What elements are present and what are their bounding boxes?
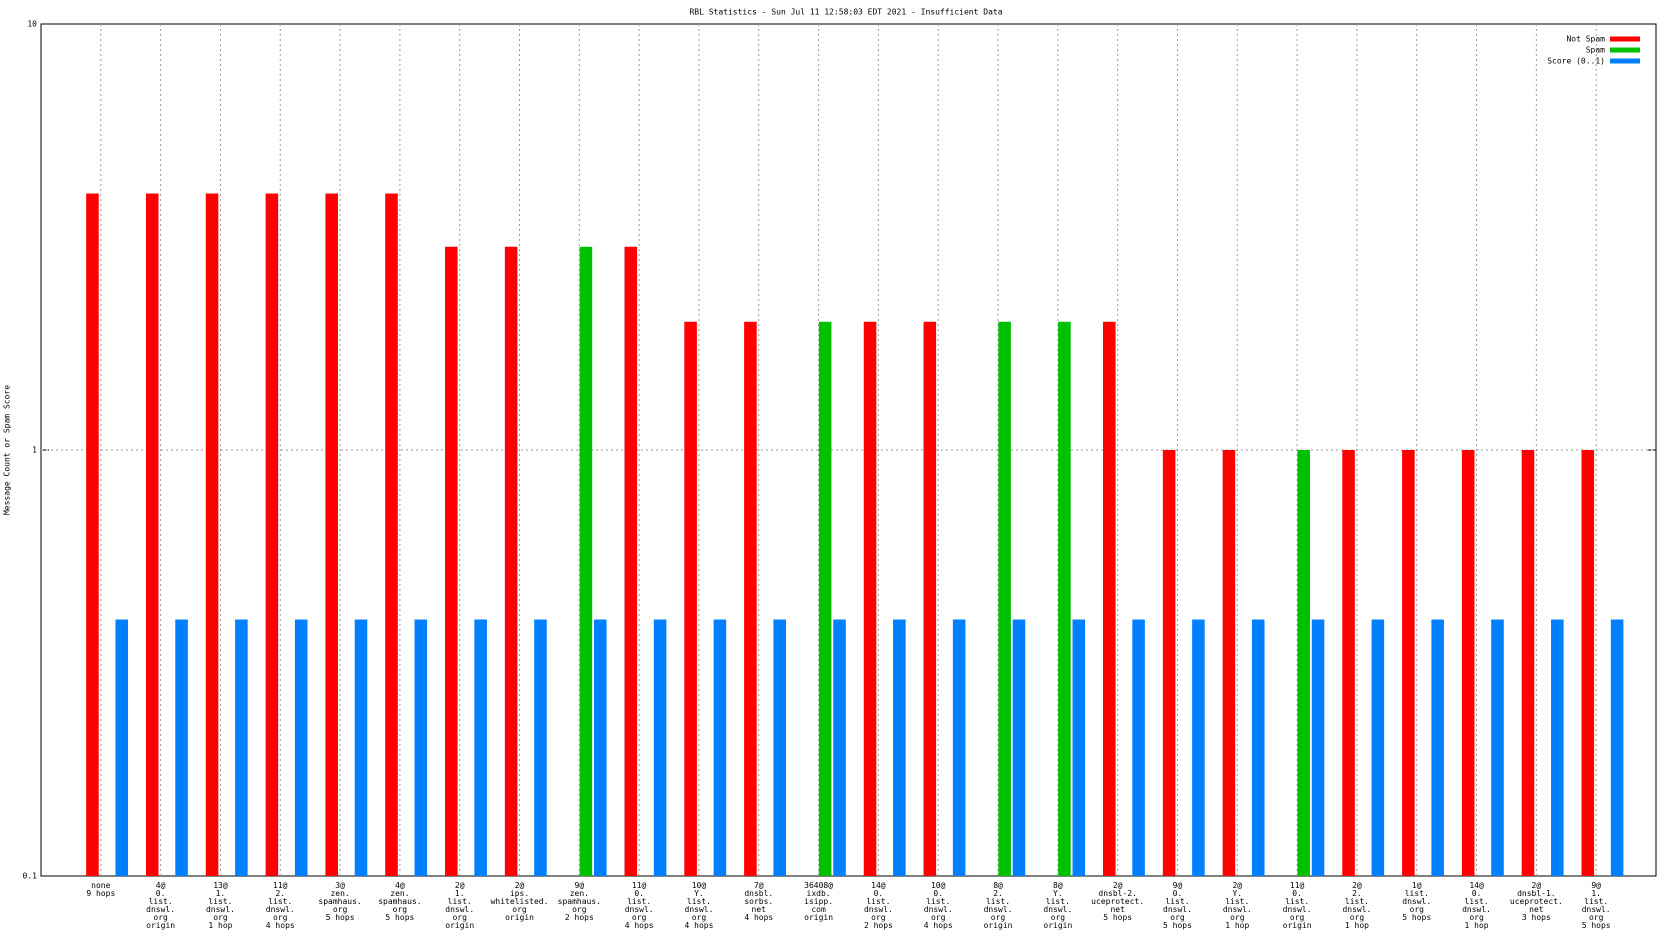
bar (1431, 619, 1444, 876)
x-tick-label: 11@ 2. list. dnswl. org 4 hops (266, 881, 295, 930)
bar (1342, 450, 1355, 876)
bar (205, 193, 219, 876)
legend-swatch (1610, 47, 1640, 53)
bar (998, 321, 1011, 876)
x-tick-label: 9@ zen. spamhaus. org 2 hops (558, 881, 601, 922)
bar (175, 619, 188, 876)
y-tick-label: 1 (32, 446, 37, 455)
x-tick-label: 2@ ips. whitelisted. org origin (491, 881, 549, 922)
bar (1222, 450, 1236, 876)
bar (265, 193, 279, 876)
bar (1297, 450, 1310, 876)
bar (713, 619, 727, 876)
bar (294, 619, 308, 876)
bar (474, 619, 487, 876)
legend-label: Not Spam (1566, 35, 1605, 44)
bar (593, 619, 607, 876)
bar (1551, 619, 1564, 876)
x-tick-label: 2@ Y. list. dnswl. org 1 hop (1223, 881, 1252, 930)
bar (534, 619, 547, 876)
bar (833, 619, 846, 876)
bar (818, 321, 832, 876)
legend-swatch (1610, 36, 1640, 42)
legend-label: Spam (1586, 46, 1605, 55)
bar (1371, 619, 1385, 876)
bar (1132, 619, 1145, 876)
x-tick-label: 10@ Y. list. dnswl. org 4 hops (685, 881, 714, 930)
bar (1311, 619, 1325, 876)
bar (1012, 619, 1026, 876)
bar (952, 619, 966, 876)
legend-label: Score (0..1) (1547, 57, 1605, 66)
bar (325, 193, 338, 876)
y-axis-label: Message Count or Spam Score (3, 385, 12, 515)
x-tick-label: 2@ dnsbl-2. uceprotect. net 5 hops (1091, 881, 1144, 922)
bar (1402, 450, 1415, 876)
bar (115, 619, 129, 876)
bar (1581, 450, 1595, 876)
x-tick-label: 14@ 0. list. dnswl. org 2 hops (864, 881, 893, 930)
legend-swatch (1610, 58, 1640, 64)
bar (1058, 321, 1071, 876)
x-tick-label: 8@ 2. list. dnswl. org origin (984, 881, 1013, 930)
x-tick-label: 1@ list. dnswl. org 5 hops (1402, 881, 1431, 922)
x-tick-label: 4@ zen. spamhaus. org 5 hops (378, 881, 421, 922)
x-tick-label: 2@ dnsbl-1. uceprotect. net 3 hops (1510, 881, 1563, 922)
bar (653, 619, 667, 876)
bar (354, 619, 368, 876)
x-tick-label: 11@ 0. list. dnswl. org origin (1283, 881, 1312, 930)
bar (1162, 450, 1176, 876)
bar (145, 193, 159, 876)
bar (684, 321, 697, 876)
bar (624, 246, 638, 876)
bar (414, 619, 428, 876)
x-tick-label: 2@ 1. list. dnswl. org origin (445, 881, 474, 930)
bar (923, 321, 937, 876)
x-tick-label: 10@ 0. list. dnswl. org 4 hops (924, 881, 953, 930)
bar (773, 619, 786, 876)
x-tick-label: 36408@ ixdb. isipp. com origin (804, 881, 833, 922)
x-tick-label: 2@ 2. list. dnswl. org 1 hop (1342, 881, 1371, 930)
x-tick-label: 9@ 0. list. dnswl. org 5 hops (1163, 881, 1192, 930)
bar (744, 321, 757, 876)
bar (86, 193, 99, 876)
x-tick-label: 11@ 0. list. dnswl. org 4 hops (625, 881, 654, 930)
bar (445, 246, 458, 876)
bar (504, 246, 518, 876)
bar (1192, 619, 1205, 876)
y-tick-label: 10 (27, 20, 37, 29)
bar (579, 246, 593, 876)
x-tick-label: none 9 hops (86, 881, 115, 898)
x-tick-label: 8@ Y. list. dnswl. org origin (1043, 881, 1072, 930)
x-tick-label: 4@ 0. list. dnswl. org origin (146, 881, 175, 930)
x-tick-label: 7@ dnsbl. sorbs. net 4 hops (744, 881, 773, 922)
bar (1461, 450, 1475, 876)
x-tick-label: 9@ 1. list. dnswl. org 5 hops (1582, 881, 1611, 930)
bar (1610, 619, 1624, 876)
x-tick-label: 14@ 0. list. dnswl. org 1 hop (1462, 881, 1491, 930)
bar (1072, 619, 1086, 876)
bar (385, 193, 398, 876)
x-tick-label: 3@ zen. spamhaus. org 5 hops (318, 881, 361, 922)
y-tick-label: 0.1 (23, 872, 38, 881)
bar (1521, 450, 1535, 876)
bar (1491, 619, 1504, 876)
chart-title: RBL Statistics - Sun Jul 11 12:58:03 EDT… (689, 8, 1002, 17)
x-tick-label: 13@ 1. list. dnswl. org 1 hop (206, 881, 235, 930)
bar (1103, 321, 1116, 876)
bar (863, 321, 877, 876)
bar (893, 619, 906, 876)
bar (1251, 619, 1265, 876)
bar (235, 619, 248, 876)
